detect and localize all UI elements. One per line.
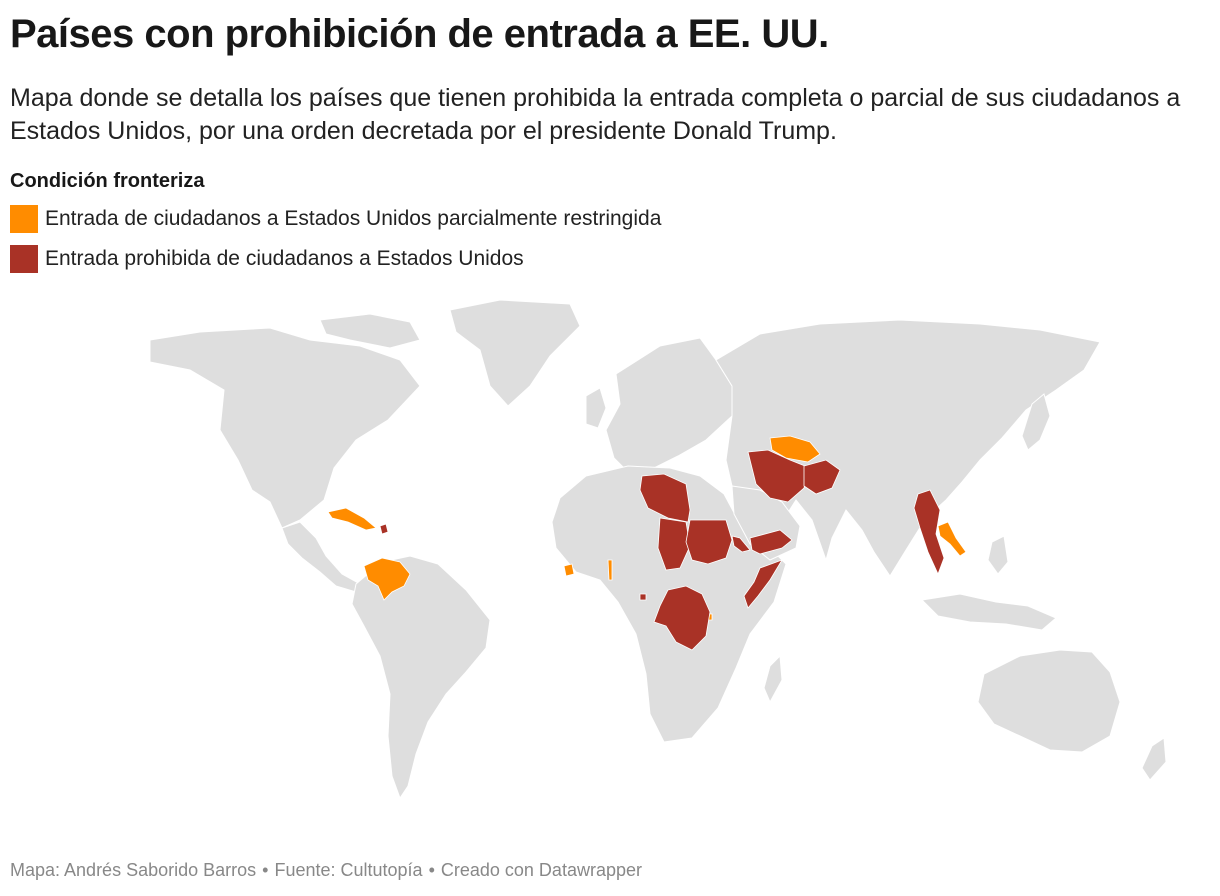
full-ban-layer: [379, 449, 945, 651]
country-iran[interactable]: [747, 449, 811, 503]
country-chad[interactable]: [657, 517, 691, 571]
legend-item-partial: Entrada de ciudadanos a Estados Unidos p…: [10, 204, 661, 234]
legend-swatch-partial: [10, 205, 38, 233]
legend: Entrada de ciudadanos a Estados Unidos p…: [10, 204, 661, 284]
country-sierra-leona[interactable]: [563, 563, 575, 577]
philippines[interactable]: [987, 535, 1009, 575]
south-america[interactable]: [351, 555, 491, 800]
madagascar[interactable]: [763, 654, 783, 704]
country-venezuela[interactable]: [363, 557, 411, 601]
uk[interactable]: [585, 387, 607, 429]
country-guinea-ecuatorial[interactable]: [639, 593, 647, 601]
country-libia[interactable]: [639, 473, 691, 523]
country-turkmenistan[interactable]: [769, 435, 821, 463]
country-eritrea[interactable]: [731, 535, 751, 553]
legend-title: Condición fronteriza: [10, 170, 205, 192]
country-haiti[interactable]: [379, 523, 389, 535]
australia[interactable]: [977, 649, 1121, 753]
footer-source[interactable]: Fuente: Cultutopía: [274, 860, 423, 880]
new-zealand[interactable]: [1141, 737, 1167, 781]
country-republica-del-congo[interactable]: [653, 585, 711, 651]
partial-restriction-layer: [327, 435, 967, 621]
footer-author: Mapa: Andrés Saborido Barros: [10, 860, 257, 880]
footer-separator-1: •: [262, 860, 269, 880]
north-america[interactable]: [149, 327, 421, 529]
country-togo[interactable]: [607, 559, 613, 581]
legend-label-ban: Entrada prohibida de ciudadanos a Estado…: [45, 247, 524, 270]
world-map[interactable]: [120, 290, 1220, 850]
country-sudan[interactable]: [685, 519, 733, 565]
central-america[interactable]: [281, 521, 361, 593]
country-afganistan[interactable]: [803, 459, 841, 495]
country-birmania[interactable]: [913, 489, 945, 576]
country-laos[interactable]: [937, 521, 967, 557]
footer: Mapa: Andrés Saborido Barros • Fuente: Cul…: [10, 860, 642, 881]
legend-item-ban: Entrada prohibida de ciudadanos a Estado…: [10, 244, 661, 274]
country-cuba[interactable]: [327, 507, 377, 531]
page-title: Países con prohibición de entrada a EE. …: [10, 12, 829, 56]
legend-swatch-ban: [10, 245, 38, 273]
legend-label-partial: Entrada de ciudadanos a Estados Unidos p…: [45, 207, 662, 230]
europe[interactable]: [605, 337, 733, 475]
footer-separator-2: •: [428, 860, 435, 880]
footer-tool-link[interactable]: Creado con Datawrapper: [440, 860, 642, 880]
greenland[interactable]: [449, 299, 581, 407]
page-subtitle: Mapa donde se detalla los países que tie…: [10, 84, 1181, 145]
country-yemen[interactable]: [749, 529, 793, 555]
japan[interactable]: [1021, 393, 1051, 451]
indonesia[interactable]: [920, 593, 1057, 631]
arctic-islands[interactable]: [319, 313, 421, 349]
country-somalia[interactable]: [743, 559, 783, 609]
